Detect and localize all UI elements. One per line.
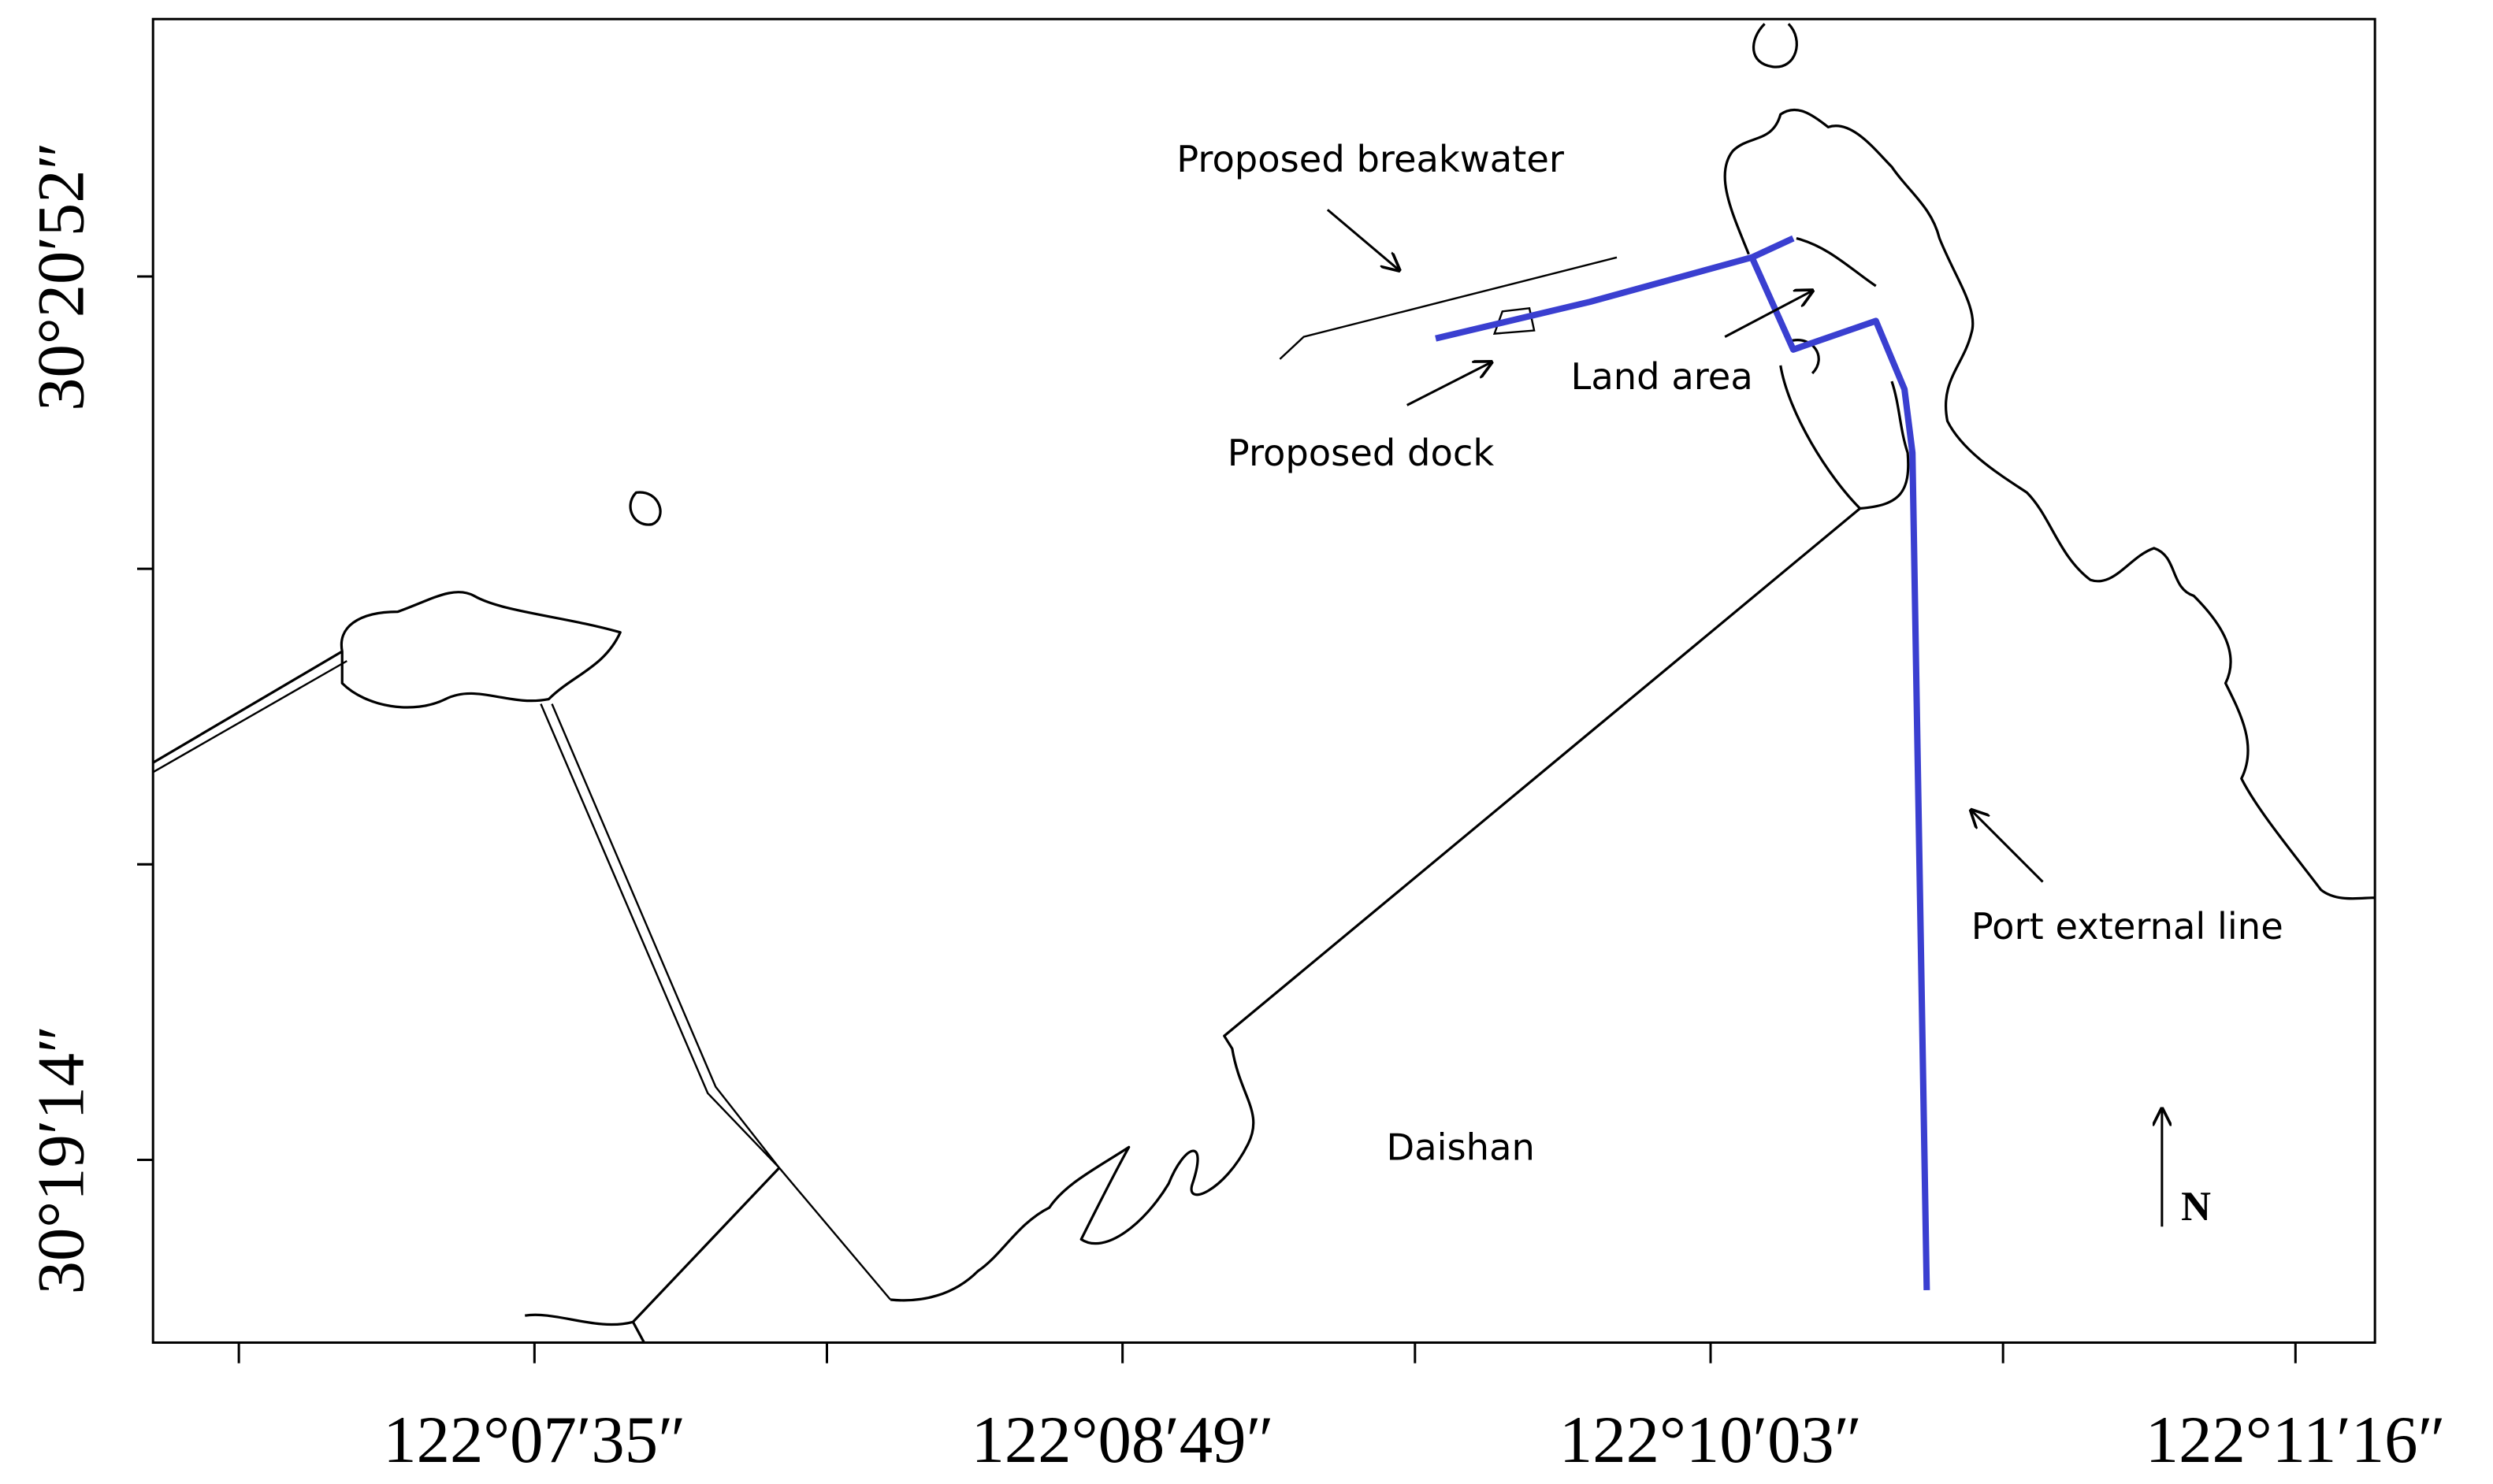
annotation: Daishan xyxy=(1387,1126,1535,1169)
coastlines xyxy=(152,23,2376,1344)
annotation: Land area xyxy=(1570,355,1752,398)
annotation: Port external line xyxy=(1971,905,2283,948)
y-label: 30°20′52″ xyxy=(24,142,98,411)
y-label: 30°19′14″ xyxy=(24,1026,98,1295)
x-ticks xyxy=(237,1342,2297,1363)
x-label: 122°07′35″ xyxy=(383,1404,685,1477)
x-label: 122°08′49″ xyxy=(972,1404,1274,1477)
x-label: 122°11′16″ xyxy=(2146,1404,2446,1477)
frame xyxy=(151,17,2376,1344)
port-external-line xyxy=(1748,256,1930,1290)
dock-line xyxy=(1435,235,1795,342)
annotation: Proposed dock xyxy=(1228,432,1495,474)
annotation: Proposed breakwater xyxy=(1176,138,1565,180)
pointer-arrows xyxy=(1326,209,2162,1227)
y-ticks xyxy=(137,275,154,1162)
x-label: 122°10′03″ xyxy=(1559,1404,1862,1477)
north-label: N xyxy=(2181,1184,2211,1230)
